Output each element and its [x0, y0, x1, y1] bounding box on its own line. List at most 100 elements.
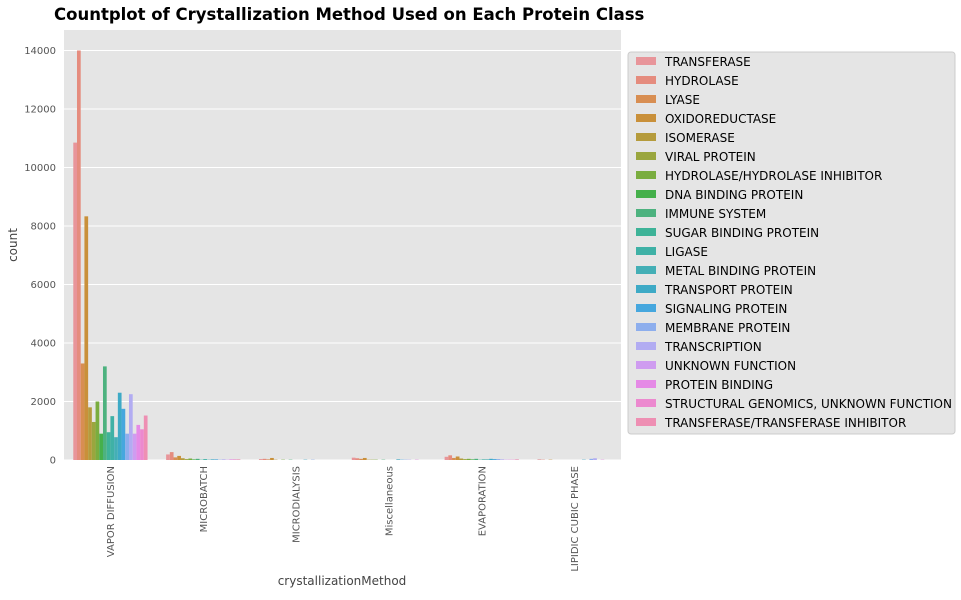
x-tick-label: LIPIDIC CUBIC PHASE — [570, 466, 581, 572]
bar — [493, 459, 497, 460]
y-tick-label: 10000 — [24, 163, 56, 174]
y-axis-label: count — [6, 228, 20, 262]
bar — [482, 459, 486, 460]
bar — [467, 459, 471, 460]
legend-swatch — [636, 304, 656, 312]
bar — [237, 459, 241, 460]
legend-swatch — [636, 152, 656, 160]
x-tick-label: MICROBATCH — [199, 466, 210, 532]
y-tick-label: 6000 — [31, 280, 56, 291]
bar — [452, 458, 456, 460]
bar — [177, 456, 181, 460]
bar — [263, 459, 267, 460]
bar — [500, 459, 504, 460]
bar — [471, 459, 475, 460]
y-tick-label: 0 — [50, 456, 56, 467]
y-tick-label: 8000 — [31, 221, 56, 232]
bar — [359, 459, 363, 460]
legend-swatch — [636, 342, 656, 350]
bar — [474, 459, 478, 460]
x-axis-label: crystallizationMethod — [278, 574, 407, 588]
bar — [463, 459, 467, 460]
legend-swatch — [636, 95, 656, 103]
bar — [459, 459, 463, 460]
legend-label: LIGASE — [665, 245, 708, 259]
bar — [396, 459, 400, 460]
bar — [456, 456, 460, 460]
x-tick-label: MICRODIALYSIS — [292, 466, 303, 543]
legend-box — [628, 52, 955, 434]
legend-swatch — [636, 380, 656, 388]
bar — [92, 422, 96, 460]
bar — [84, 216, 88, 460]
bar — [118, 393, 122, 460]
bar — [355, 458, 359, 460]
y-tick-label: 12000 — [24, 104, 56, 115]
bar — [352, 458, 356, 460]
legend: TRANSFERASEHYDROLASELYASEOXIDOREDUCTASEI… — [628, 52, 955, 434]
bar — [144, 416, 148, 460]
bar — [485, 459, 489, 460]
bar — [445, 457, 449, 460]
legend-swatch — [636, 247, 656, 255]
bar — [537, 459, 541, 460]
bar — [448, 455, 452, 460]
bar — [589, 459, 593, 460]
legend-swatch — [636, 76, 656, 84]
legend-swatch — [636, 361, 656, 369]
legend-swatch — [636, 57, 656, 65]
bar — [81, 363, 85, 460]
bar — [181, 458, 185, 460]
bar — [188, 459, 192, 460]
legend-label: DNA BINDING PROTEIN — [665, 188, 803, 202]
bar — [110, 416, 114, 460]
legend-label: HYDROLASE/HYDROLASE INHIBITOR — [665, 169, 882, 183]
bar — [88, 407, 92, 460]
bar — [174, 457, 178, 460]
x-tick-label: EVAPORATION — [477, 466, 488, 536]
legend-label: VIRAL PROTEIN — [665, 150, 756, 164]
legend-swatch — [636, 418, 656, 426]
legend-label: MEMBRANE PROTEIN — [665, 321, 790, 335]
bar — [170, 452, 174, 460]
legend-swatch — [636, 266, 656, 274]
bar — [233, 459, 237, 460]
legend-swatch — [636, 190, 656, 198]
bar — [593, 458, 597, 460]
legend-swatch — [636, 133, 656, 141]
legend-label: IMMUNE SYSTEM — [665, 207, 766, 221]
legend-swatch — [636, 114, 656, 122]
bar — [140, 429, 144, 460]
bar — [259, 459, 263, 460]
bar — [489, 459, 493, 460]
legend-swatch — [636, 323, 656, 331]
bar — [192, 459, 196, 460]
legend-label: LYASE — [665, 93, 700, 107]
legend-label: TRANSFERASE/TRANSFERASE INHIBITOR — [664, 416, 906, 430]
x-tick-labels: VAPOR DIFFUSION MICROBATCH MICRODIALYSIS Mi… — [106, 466, 581, 572]
legend-label: TRANSPORT PROTEIN — [664, 283, 793, 297]
bar — [129, 394, 133, 460]
bar — [515, 459, 519, 460]
legend-label: HYDROLASE — [665, 74, 739, 88]
x-tick-label: Miscellaneous — [384, 466, 395, 536]
legend-label: METAL BINDING PROTEIN — [665, 264, 816, 278]
bar — [266, 459, 270, 460]
bar — [96, 401, 100, 460]
bar — [196, 459, 200, 460]
bar — [363, 458, 367, 460]
bar — [270, 458, 274, 460]
chart-title: Countplot of Crystallization Method Used… — [54, 5, 645, 24]
legend-label: TRANSFERASE — [664, 55, 751, 69]
legend-swatch — [636, 209, 656, 217]
x-tick-label: VAPOR DIFFUSION — [106, 466, 117, 557]
legend-label: SUGAR BINDING PROTEIN — [665, 226, 819, 240]
bar — [73, 143, 77, 460]
bar — [136, 425, 140, 460]
legend-label: PROTEIN BINDING — [665, 378, 773, 392]
y-tick-label: 4000 — [31, 338, 56, 349]
bar — [229, 459, 233, 460]
